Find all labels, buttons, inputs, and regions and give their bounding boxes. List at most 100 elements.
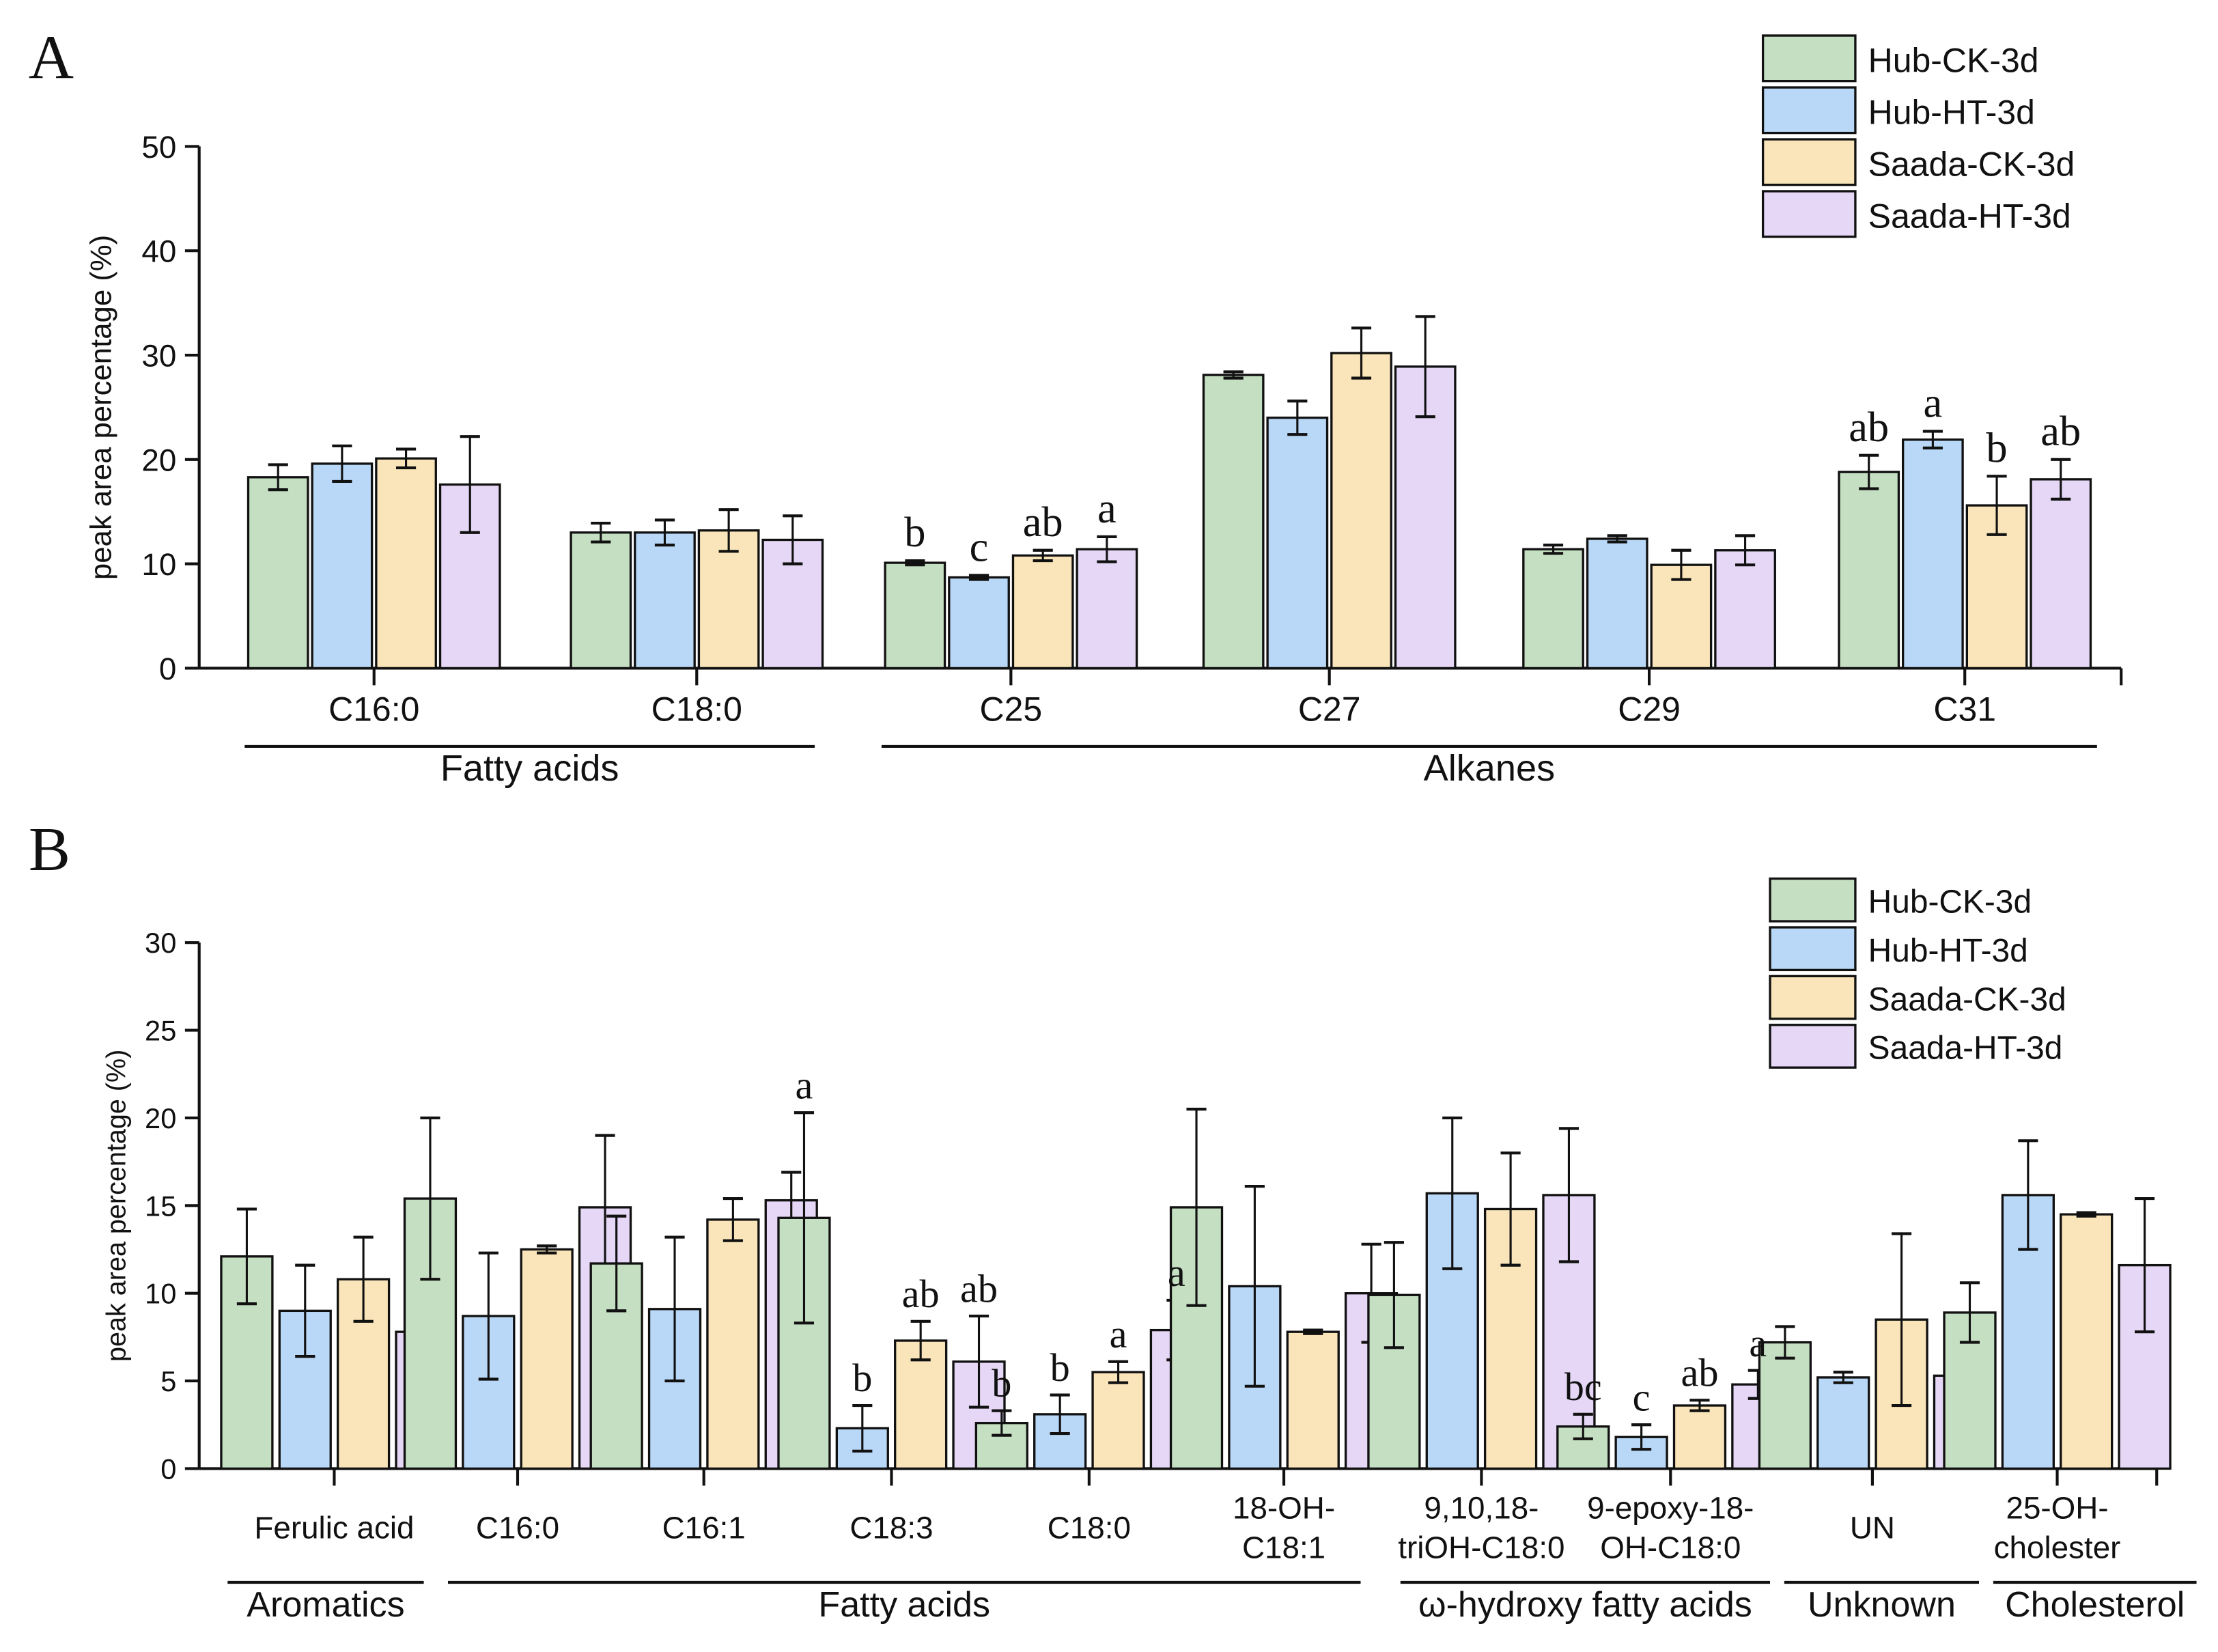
bar-hub-ck-3d <box>220 1255 274 1470</box>
panel-b: B 0 5 10 15 20 25 30 peak area percentage (%) Fer… <box>29 814 2197 1625</box>
category-label: UN <box>1850 1510 1895 1545</box>
bar-hub-ht-3d <box>311 462 374 670</box>
significance-letter: bc <box>1564 1364 1602 1409</box>
panel-label: B <box>29 814 70 884</box>
legend-swatch <box>1761 138 1857 186</box>
bar-saada-ck-3d <box>2060 1213 2114 1470</box>
bar-saada-ck-3d <box>1011 554 1074 670</box>
bar-hub-ck-3d <box>570 531 632 670</box>
group-label: Unknown <box>1808 1585 1956 1625</box>
bar-hub-ht-3d <box>1586 537 1648 670</box>
y-tick-label: 25 <box>145 1015 176 1047</box>
bar-saada-ck-3d <box>1330 352 1392 670</box>
y-tick-label: 20 <box>141 443 176 477</box>
category-label: 25-OH- <box>2006 1490 2108 1525</box>
y-tick-label: 30 <box>145 927 176 959</box>
category-label: cholester <box>1994 1530 2121 1565</box>
y-tick-label: 5 <box>160 1365 176 1397</box>
significance-letter: a <box>1924 379 1943 427</box>
significance-letter: b <box>1050 1345 1070 1390</box>
legend-label: Hub-CK-3d <box>1868 884 2032 920</box>
significance-letter: ab <box>1023 498 1063 546</box>
bar-hub-ck-3d <box>1522 548 1584 670</box>
legend-label: Hub-HT-3d <box>1868 93 2035 131</box>
significance-letter: ab <box>1849 403 1889 451</box>
legend-label: Saada-CK-3d <box>1868 981 2066 1018</box>
bar-saada-ck-3d <box>894 1339 948 1470</box>
bar-hub-ht-3d <box>948 576 1010 670</box>
significance-letter: a <box>1168 1250 1185 1295</box>
bar-saada-ht-3d <box>2030 478 2092 670</box>
y-tick-label: 40 <box>141 234 176 269</box>
bar-hub-ck-3d <box>1838 471 1900 670</box>
legend-label: Saada-HT-3d <box>1868 197 2071 235</box>
bar-saada-ck-3d <box>1286 1330 1340 1470</box>
category-label: C18:0 <box>651 690 742 728</box>
bar-saada-ck-3d <box>520 1248 574 1470</box>
y-tick-label: 20 <box>145 1102 176 1134</box>
y-tick-label: 50 <box>141 130 176 165</box>
y-tick-label: 10 <box>145 1278 176 1310</box>
group-label: Cholesterol <box>2005 1585 2185 1625</box>
bar-hub-ht-3d <box>634 531 696 670</box>
category-label: C25 <box>980 690 1043 728</box>
category-label: C29 <box>1618 690 1681 728</box>
bar-saada-ck-3d <box>1672 1404 1727 1470</box>
category-label: C27 <box>1298 690 1361 728</box>
legend-swatch <box>1761 34 1857 83</box>
legend-swatch <box>1761 190 1857 238</box>
significance-letter: c <box>970 523 989 571</box>
y-tick-label: 10 <box>141 547 176 582</box>
y-tick-label: 30 <box>141 339 176 374</box>
legend-label: Saada-CK-3d <box>1868 145 2075 183</box>
category-label: C18:0 <box>1048 1510 1131 1545</box>
group-label: Alkanes <box>1424 748 1556 789</box>
y-axis-label: peak area percentage (%) <box>85 235 118 580</box>
significance-letter: b <box>852 1356 872 1400</box>
group-label: Aromatics <box>247 1585 404 1625</box>
bar-hub-ck-3d <box>884 561 946 670</box>
bar-hub-ck-3d <box>247 476 309 670</box>
bar-saada-ht-3d <box>1076 548 1138 670</box>
category-label: 18-OH- <box>1233 1490 1335 1525</box>
bar-hub-ck-3d <box>1758 1341 1812 1470</box>
category-label: 9,10,18- <box>1424 1490 1539 1525</box>
significance-letter: b <box>1986 423 2007 471</box>
legend-swatch <box>1761 86 1857 135</box>
significance-letter: ab <box>1681 1351 1718 1395</box>
group-label: Fatty acids <box>818 1585 990 1625</box>
bar-hub-ht-3d <box>1901 438 1964 670</box>
legend-label: Hub-CK-3d <box>1868 41 2039 79</box>
bar-hub-ht-3d <box>1266 417 1329 670</box>
bar-saada-ck-3d <box>1650 563 1713 670</box>
significance-letter: b <box>904 508 925 556</box>
category-label: C31 <box>1933 690 1996 728</box>
significance-letter: ab <box>2040 407 2081 455</box>
y-tick-label: 15 <box>145 1190 176 1222</box>
legend-swatch <box>1769 926 1857 972</box>
significance-letter: ab <box>960 1266 998 1311</box>
y-tick-label: 0 <box>159 652 176 686</box>
bar-saada-ht-3d <box>1714 549 1776 670</box>
group-label: ω-hydroxy fatty acids <box>1418 1585 1752 1625</box>
legend-label: Hub-HT-3d <box>1868 933 2028 969</box>
category-label: triOH-C18:0 <box>1398 1530 1564 1565</box>
legend: Hub-CK-3d Hub-HT-3d Saada-CK-3d Saada-HT-3d <box>1769 877 2066 1069</box>
panel-label: A <box>29 22 74 92</box>
category-label: C18:1 <box>1242 1530 1325 1565</box>
significance-letter: a <box>1110 1312 1127 1356</box>
bar-saada-ck-3d <box>706 1218 760 1470</box>
bar-saada-ck-3d <box>375 457 437 670</box>
bar-hub-ht-3d <box>1816 1376 1870 1470</box>
category-label: C16:0 <box>328 690 419 728</box>
legend-label: Saada-HT-3d <box>1868 1031 2063 1067</box>
category-label: C16:1 <box>662 1510 746 1545</box>
bar-saada-ck-3d <box>1091 1371 1145 1470</box>
significance-letter: a <box>1097 484 1117 532</box>
category-label: C18:3 <box>850 1510 933 1545</box>
significance-letter: b <box>992 1361 1011 1405</box>
category-label: C16:0 <box>476 1510 559 1545</box>
category-label: Ferulic acid <box>254 1510 414 1545</box>
bar-saada-ck-3d <box>697 529 760 670</box>
